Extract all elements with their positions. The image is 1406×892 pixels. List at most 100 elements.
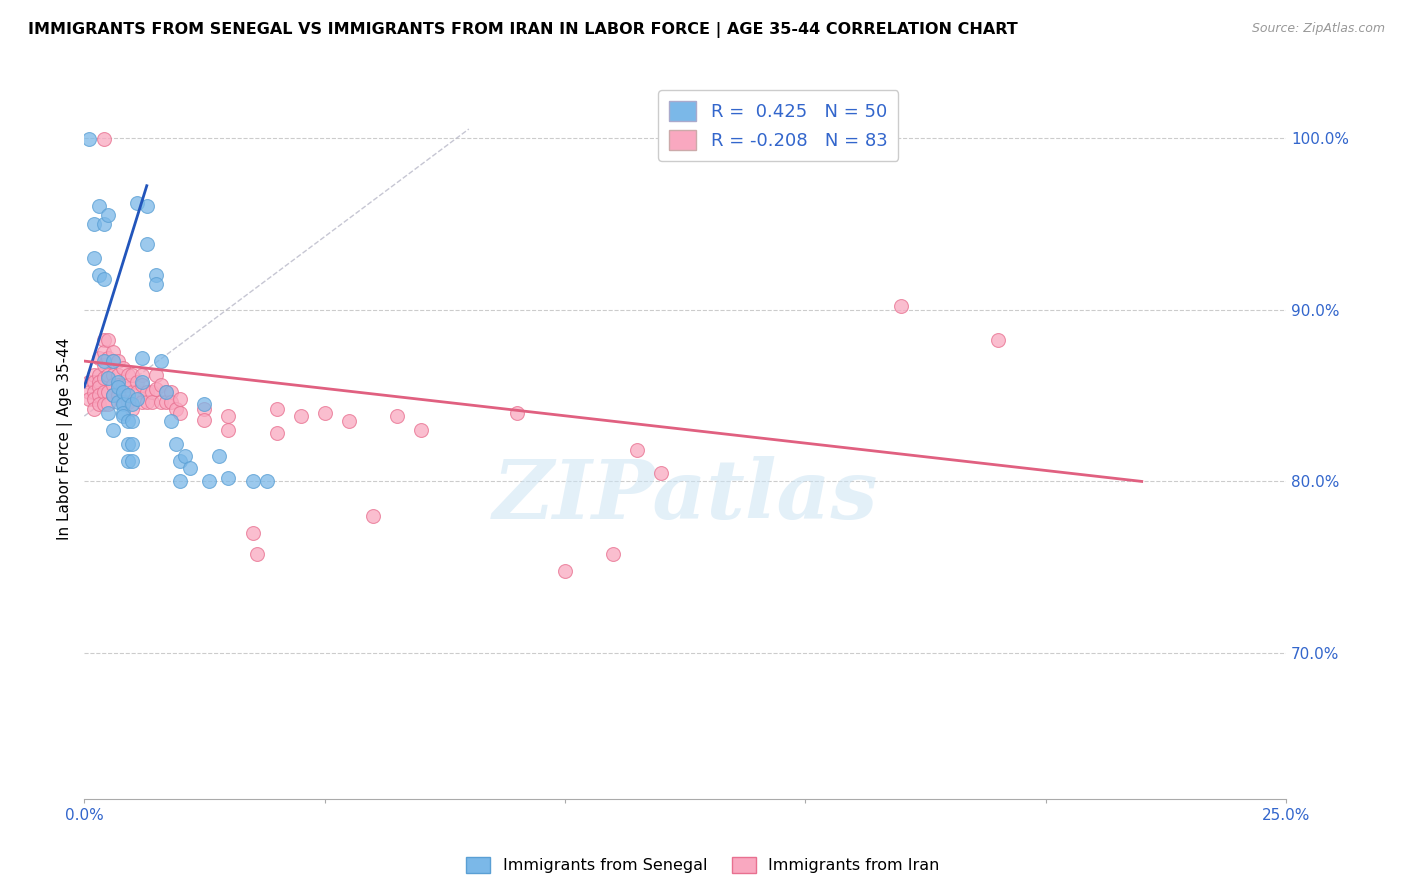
Point (97, 406, 120, 420)
Point (266, 402, 288, 417)
Point (87, 199, 110, 213)
Point (246, 547, 269, 561)
Point (141, 384, 163, 399)
Point (159, 384, 181, 399)
Point (107, 395, 129, 409)
Point (97, 351, 120, 365)
Point (127, 392, 149, 406)
Point (111, 378, 134, 392)
Point (266, 426, 288, 441)
Point (107, 378, 129, 392)
Point (107, 388, 129, 402)
Text: IMMIGRANTS FROM SENEGAL VS IMMIGRANTS FROM IRAN IN LABOR FORCE | AGE 35-44 CORRE: IMMIGRANTS FROM SENEGAL VS IMMIGRANTS FR… (28, 22, 1018, 38)
Point (218, 471, 240, 485)
Point (87, 375, 110, 389)
Point (131, 375, 153, 389)
Point (93, 354, 115, 368)
Point (150, 354, 173, 368)
Legend: Immigrants from Senegal, Immigrants from Iran: Immigrants from Senegal, Immigrants from… (460, 850, 946, 880)
Point (145, 277, 167, 291)
Point (101, 345, 124, 359)
Point (97, 334, 120, 348)
Point (87, 268, 110, 282)
Point (121, 436, 143, 450)
Point (111, 397, 134, 411)
Point (121, 402, 143, 417)
Point (165, 436, 187, 450)
Point (131, 351, 153, 365)
Point (77, 375, 100, 389)
Point (87, 397, 110, 411)
Point (107, 354, 129, 368)
Point (208, 449, 231, 463)
Point (87, 368, 110, 382)
Point (193, 412, 215, 426)
Point (169, 454, 191, 468)
Point (290, 409, 312, 423)
Point (111, 395, 134, 409)
Point (361, 508, 384, 523)
Point (626, 443, 648, 458)
Point (87, 351, 110, 365)
Point (83, 368, 105, 382)
Point (83, 251, 105, 265)
Point (159, 414, 181, 428)
Point (101, 354, 124, 368)
Point (97, 208, 120, 222)
Text: Source: ZipAtlas.com: Source: ZipAtlas.com (1251, 22, 1385, 36)
Point (87, 388, 110, 402)
Point (101, 388, 124, 402)
Point (218, 409, 240, 423)
Point (97, 371, 120, 385)
Point (111, 406, 134, 420)
Point (602, 547, 624, 561)
Point (93, 217, 115, 231)
Point (155, 384, 177, 399)
Point (135, 384, 157, 399)
Point (117, 395, 139, 409)
Point (242, 475, 264, 489)
Point (174, 449, 197, 463)
Point (314, 406, 336, 420)
Point (121, 368, 143, 382)
Point (93, 397, 115, 411)
Point (97, 368, 120, 382)
Point (121, 454, 143, 468)
Point (121, 397, 143, 411)
Point (93, 271, 115, 285)
Point (117, 414, 139, 428)
Point (127, 375, 149, 389)
Point (107, 380, 129, 394)
Point (117, 388, 139, 402)
Point (150, 395, 173, 409)
Point (135, 237, 157, 252)
Y-axis label: In Labor Force | Age 35-44: In Labor Force | Age 35-44 (58, 337, 73, 540)
Point (87, 380, 110, 394)
Point (107, 368, 129, 382)
Point (145, 382, 167, 396)
Point (83, 384, 105, 399)
Point (145, 368, 167, 382)
Point (385, 409, 408, 423)
Point (179, 460, 201, 475)
Point (83, 392, 105, 406)
Point (97, 384, 120, 399)
Point (93, 334, 115, 348)
Point (198, 475, 221, 489)
Point (155, 395, 177, 409)
Point (101, 354, 124, 368)
Point (131, 395, 153, 409)
Point (256, 475, 278, 489)
Point (165, 402, 187, 417)
Point (121, 384, 143, 399)
Point (169, 406, 191, 420)
Point (117, 378, 139, 392)
Point (145, 268, 167, 282)
Point (506, 406, 529, 420)
Point (101, 378, 124, 392)
Point (107, 375, 129, 389)
Point (169, 392, 191, 406)
Point (650, 466, 672, 480)
Point (169, 475, 191, 489)
Point (111, 361, 134, 376)
